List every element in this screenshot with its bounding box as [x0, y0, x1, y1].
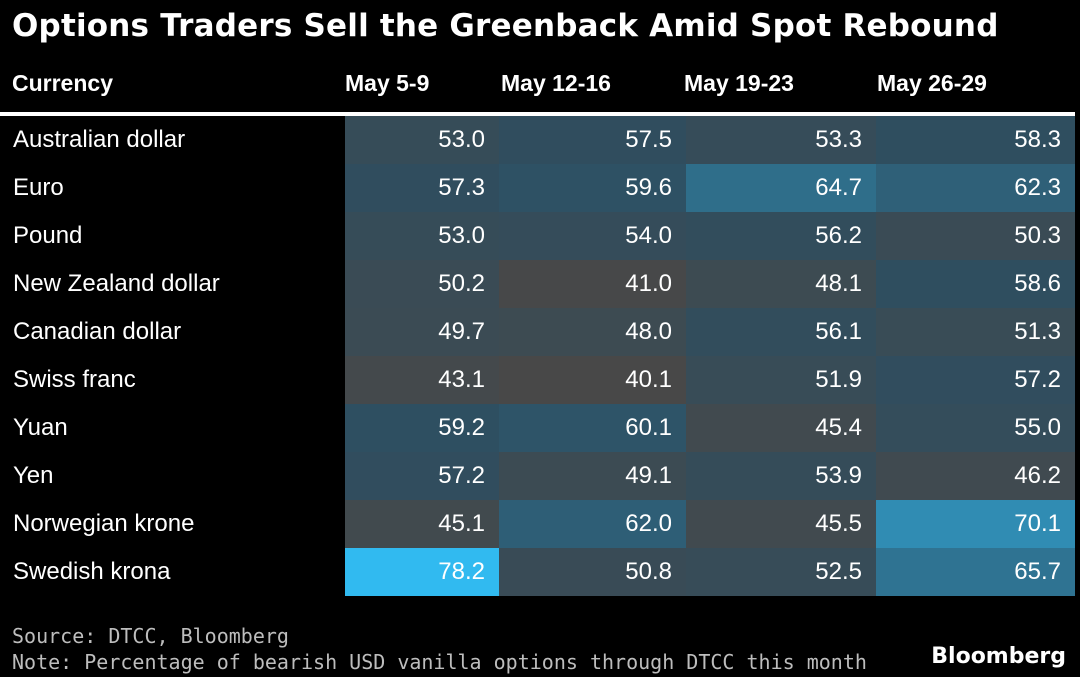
heatmap-cell: 59.2 — [345, 404, 499, 452]
heatmap-cell: 56.2 — [686, 212, 876, 260]
heatmap-cell: 57.5 — [499, 116, 686, 164]
heatmap-cell: 64.7 — [686, 164, 876, 212]
heatmap-cell: 53.3 — [686, 116, 876, 164]
row-label: Swedish krona — [13, 558, 171, 585]
row-label: Canadian dollar — [13, 318, 182, 345]
heatmap-cell: 50.8 — [499, 548, 686, 596]
heatmap-cell: 53.0 — [345, 116, 499, 164]
heatmap-cell: 45.4 — [686, 404, 876, 452]
heatmap-cell: 41.0 — [499, 260, 686, 308]
row-label: Norwegian krone — [13, 510, 195, 537]
row-label: Yen — [13, 462, 54, 489]
row-label: Pound — [13, 222, 83, 249]
heatmap-cell: 58.3 — [876, 116, 1075, 164]
heatmap-cell: 78.2 — [345, 548, 499, 596]
heatmap-cell: 48.0 — [499, 308, 686, 356]
header-rule — [0, 112, 1075, 116]
heatmap-cell: 53.0 — [345, 212, 499, 260]
bloomberg-logo: Bloomberg — [931, 644, 1066, 669]
row-label: Yuan — [13, 414, 68, 441]
heatmap-cell: 59.6 — [499, 164, 686, 212]
heatmap-cell: 43.1 — [345, 356, 499, 404]
heatmap-cell: 50.2 — [345, 260, 499, 308]
column-header: May 26-29 — [877, 70, 987, 96]
heatmap-cell: 62.0 — [499, 500, 686, 548]
heatmap-cell: 54.0 — [499, 212, 686, 260]
heatmap-cell: 65.7 — [876, 548, 1075, 596]
heatmap-cell: 40.1 — [499, 356, 686, 404]
heatmap-cell: 45.5 — [686, 500, 876, 548]
footnote: Note: Percentage of bearish USD vanilla … — [12, 650, 867, 674]
heatmap-cell: 53.9 — [686, 452, 876, 500]
column-header: May 5-9 — [345, 70, 430, 96]
heatmap-cell: 45.1 — [345, 500, 499, 548]
heatmap-cell: 70.1 — [876, 500, 1075, 548]
heatmap-cell: 46.2 — [876, 452, 1075, 500]
heatmap-cell: 60.1 — [499, 404, 686, 452]
heatmap-cell: 50.3 — [876, 212, 1075, 260]
heatmap-cell: 48.1 — [686, 260, 876, 308]
heatmap-cell: 57.3 — [345, 164, 499, 212]
heatmap-cell: 49.1 — [499, 452, 686, 500]
row-label: Australian dollar — [13, 126, 186, 153]
heatmap-cell: 57.2 — [345, 452, 499, 500]
column-header: May 12-16 — [501, 70, 611, 96]
heatmap-cell: 57.2 — [876, 356, 1075, 404]
column-header: May 19-23 — [684, 70, 794, 96]
row-label: Euro — [13, 174, 64, 201]
source-note: Source: DTCC, Bloomberg — [12, 624, 289, 648]
heatmap-cell: 51.3 — [876, 308, 1075, 356]
heatmap-cell: 58.6 — [876, 260, 1075, 308]
heatmap-cell: 49.7 — [345, 308, 499, 356]
row-label: New Zealand dollar — [13, 270, 220, 297]
column-header-currency: Currency — [12, 70, 113, 96]
heatmap-cell: 56.1 — [686, 308, 876, 356]
heatmap-cell: 51.9 — [686, 356, 876, 404]
heatmap-cell: 62.3 — [876, 164, 1075, 212]
chart-title: Options Traders Sell the Greenback Amid … — [12, 8, 999, 44]
heatmap-cell: 52.5 — [686, 548, 876, 596]
row-label: Swiss franc — [13, 366, 136, 393]
heatmap-cell: 55.0 — [876, 404, 1075, 452]
